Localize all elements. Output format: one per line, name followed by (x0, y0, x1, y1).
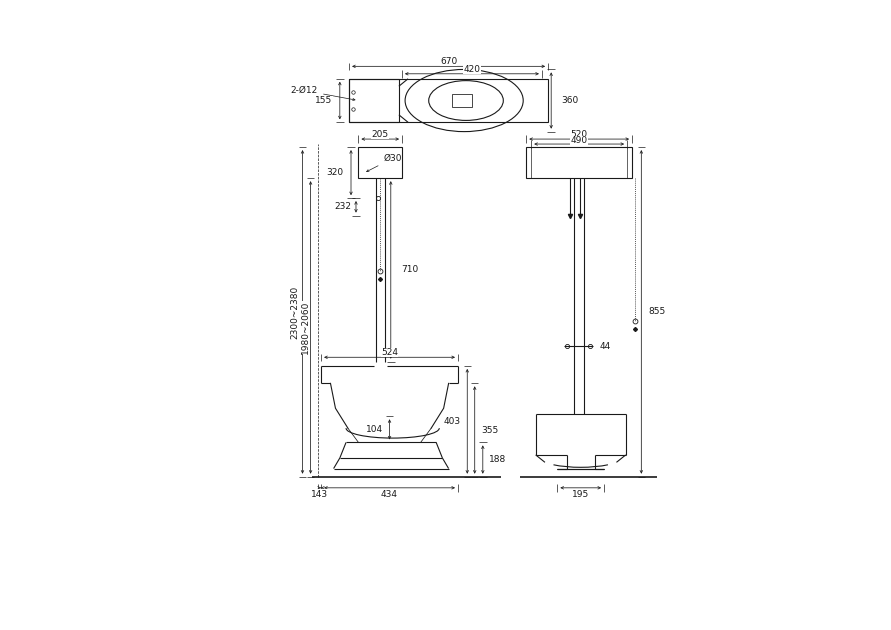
Text: 320: 320 (326, 168, 344, 177)
Text: 195: 195 (572, 490, 589, 498)
Text: 1980~2060: 1980~2060 (301, 301, 310, 354)
Bar (527, 147, 632, 178)
Text: 710: 710 (401, 265, 418, 275)
Text: 2300~2380: 2300~2380 (290, 285, 299, 338)
Text: 490: 490 (570, 136, 588, 145)
Text: 524: 524 (381, 348, 398, 357)
Text: 670: 670 (440, 57, 457, 66)
Text: 143: 143 (311, 490, 328, 498)
Text: 44: 44 (600, 341, 611, 350)
Text: 2-Ø12: 2-Ø12 (290, 86, 355, 101)
Text: 205: 205 (372, 130, 388, 139)
Text: 403: 403 (444, 417, 461, 426)
Bar (531, 147, 627, 178)
Bar (358, 147, 402, 178)
Text: 434: 434 (381, 490, 398, 498)
Bar (452, 94, 471, 106)
Text: 355: 355 (481, 425, 498, 435)
Text: 104: 104 (366, 425, 383, 434)
Text: 155: 155 (315, 96, 332, 105)
Text: 855: 855 (649, 307, 666, 316)
Bar (349, 79, 399, 122)
Text: 360: 360 (561, 96, 578, 105)
Bar (349, 79, 548, 122)
Text: Ø30: Ø30 (366, 154, 402, 171)
Text: 188: 188 (489, 455, 506, 464)
Text: 420: 420 (463, 65, 480, 74)
Text: 520: 520 (570, 130, 588, 139)
Text: 232: 232 (334, 202, 351, 211)
